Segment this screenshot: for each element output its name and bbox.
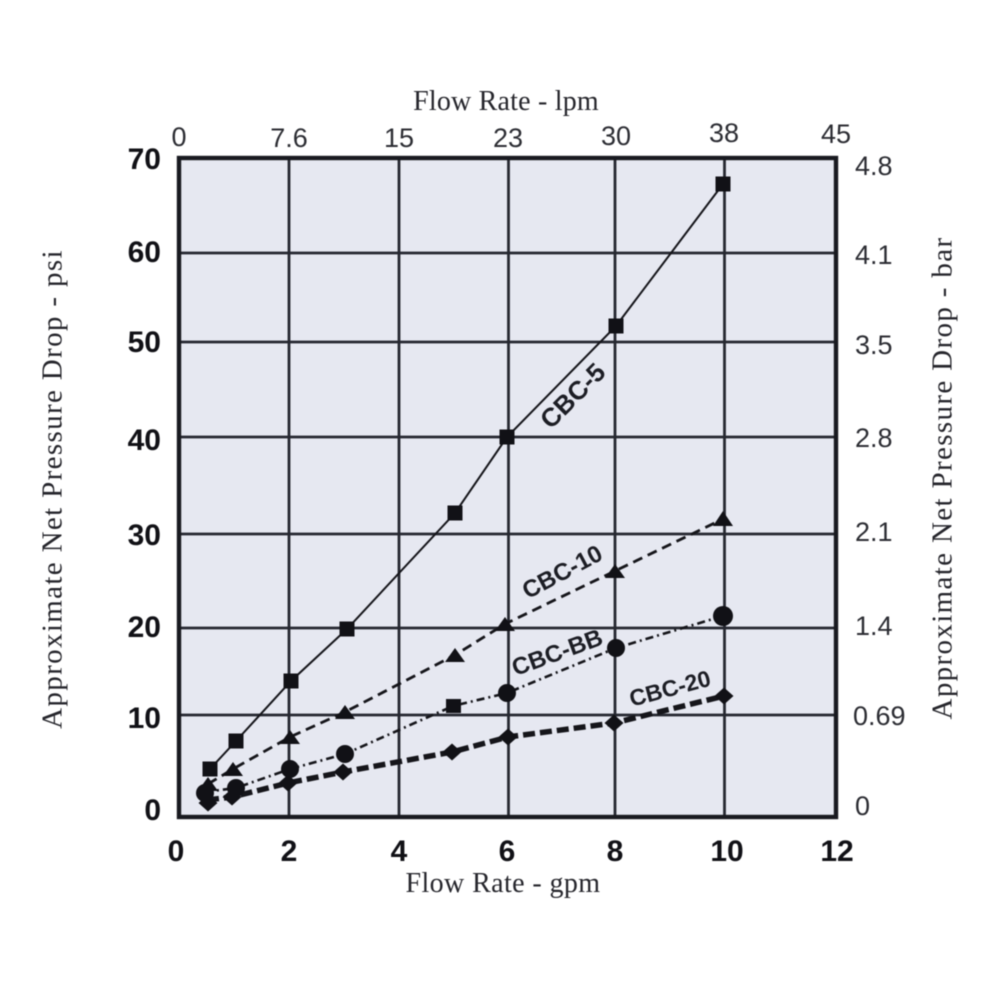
svg-text:10: 10 (710, 835, 743, 868)
svg-text:23: 23 (493, 123, 523, 153)
svg-text:2.1: 2.1 (855, 517, 893, 547)
svg-text:15: 15 (384, 123, 414, 153)
svg-text:4.1: 4.1 (855, 240, 893, 270)
svg-text:12: 12 (820, 835, 853, 868)
svg-text:10: 10 (128, 702, 161, 735)
svg-text:20: 20 (128, 611, 161, 644)
svg-text:50: 50 (128, 326, 161, 359)
svg-text:38: 38 (709, 118, 739, 148)
svg-text:40: 40 (128, 424, 161, 457)
svg-text:0: 0 (144, 794, 161, 827)
svg-text:4.8: 4.8 (855, 151, 893, 181)
svg-text:0.69: 0.69 (853, 701, 906, 731)
svg-text:1.4: 1.4 (855, 611, 893, 641)
svg-text:60: 60 (128, 236, 161, 269)
svg-text:Approximate Net Pressure Drop: Approximate Net Pressure Drop - bar (927, 237, 959, 720)
svg-text:3.5: 3.5 (855, 330, 893, 360)
svg-text:0: 0 (168, 835, 185, 868)
svg-text:70: 70 (128, 143, 161, 176)
svg-text:30: 30 (601, 121, 631, 151)
svg-text:8: 8 (607, 835, 624, 868)
svg-text:7.6: 7.6 (270, 123, 308, 153)
svg-text:2.8: 2.8 (855, 423, 893, 453)
svg-text:2: 2 (281, 835, 298, 868)
svg-text:45: 45 (821, 119, 851, 149)
svg-text:0: 0 (171, 122, 186, 152)
svg-text:0: 0 (855, 791, 870, 821)
svg-text:30: 30 (128, 519, 161, 552)
svg-text:Approximate Net Pressure Drop: Approximate Net Pressure Drop - psi (37, 249, 69, 729)
svg-text:Flow Rate - lpm: Flow Rate - lpm (413, 86, 599, 117)
svg-text:6: 6 (499, 835, 516, 868)
svg-text:4: 4 (391, 835, 408, 868)
svg-text:Flow Rate - gpm: Flow Rate - gpm (406, 868, 601, 899)
